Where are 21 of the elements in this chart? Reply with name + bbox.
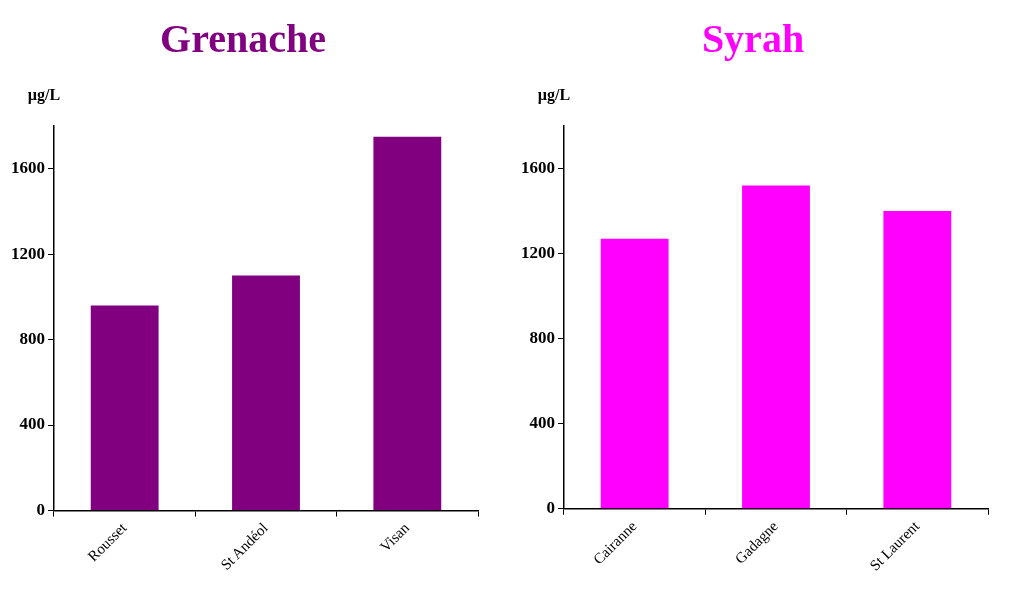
x-tick-label: Visan [376, 519, 413, 555]
y-tick-label: 1600 [521, 157, 555, 177]
y-tick-label: 1600 [11, 158, 45, 178]
y-tick-label: 0 [546, 498, 555, 518]
y-tick-label: 800 [529, 328, 555, 348]
bar [373, 136, 442, 511]
bar [742, 185, 810, 509]
chart-title: Grenache [160, 16, 326, 62]
y-tick-label: 400 [19, 414, 45, 434]
y-tick-label: 1200 [11, 243, 45, 263]
y-tick-label: 0 [36, 499, 45, 519]
y-axis-title: µg/L [537, 86, 571, 105]
y-axis-title: µg/L [27, 86, 61, 105]
y-tick-label: 1200 [521, 242, 555, 262]
bar [883, 211, 952, 509]
y-tick-label: 800 [19, 329, 45, 349]
bar [232, 275, 300, 511]
y-tick-label: 400 [529, 413, 555, 433]
chart-title: Syrah [701, 16, 805, 62]
bar [600, 238, 669, 509]
bar [90, 305, 159, 511]
